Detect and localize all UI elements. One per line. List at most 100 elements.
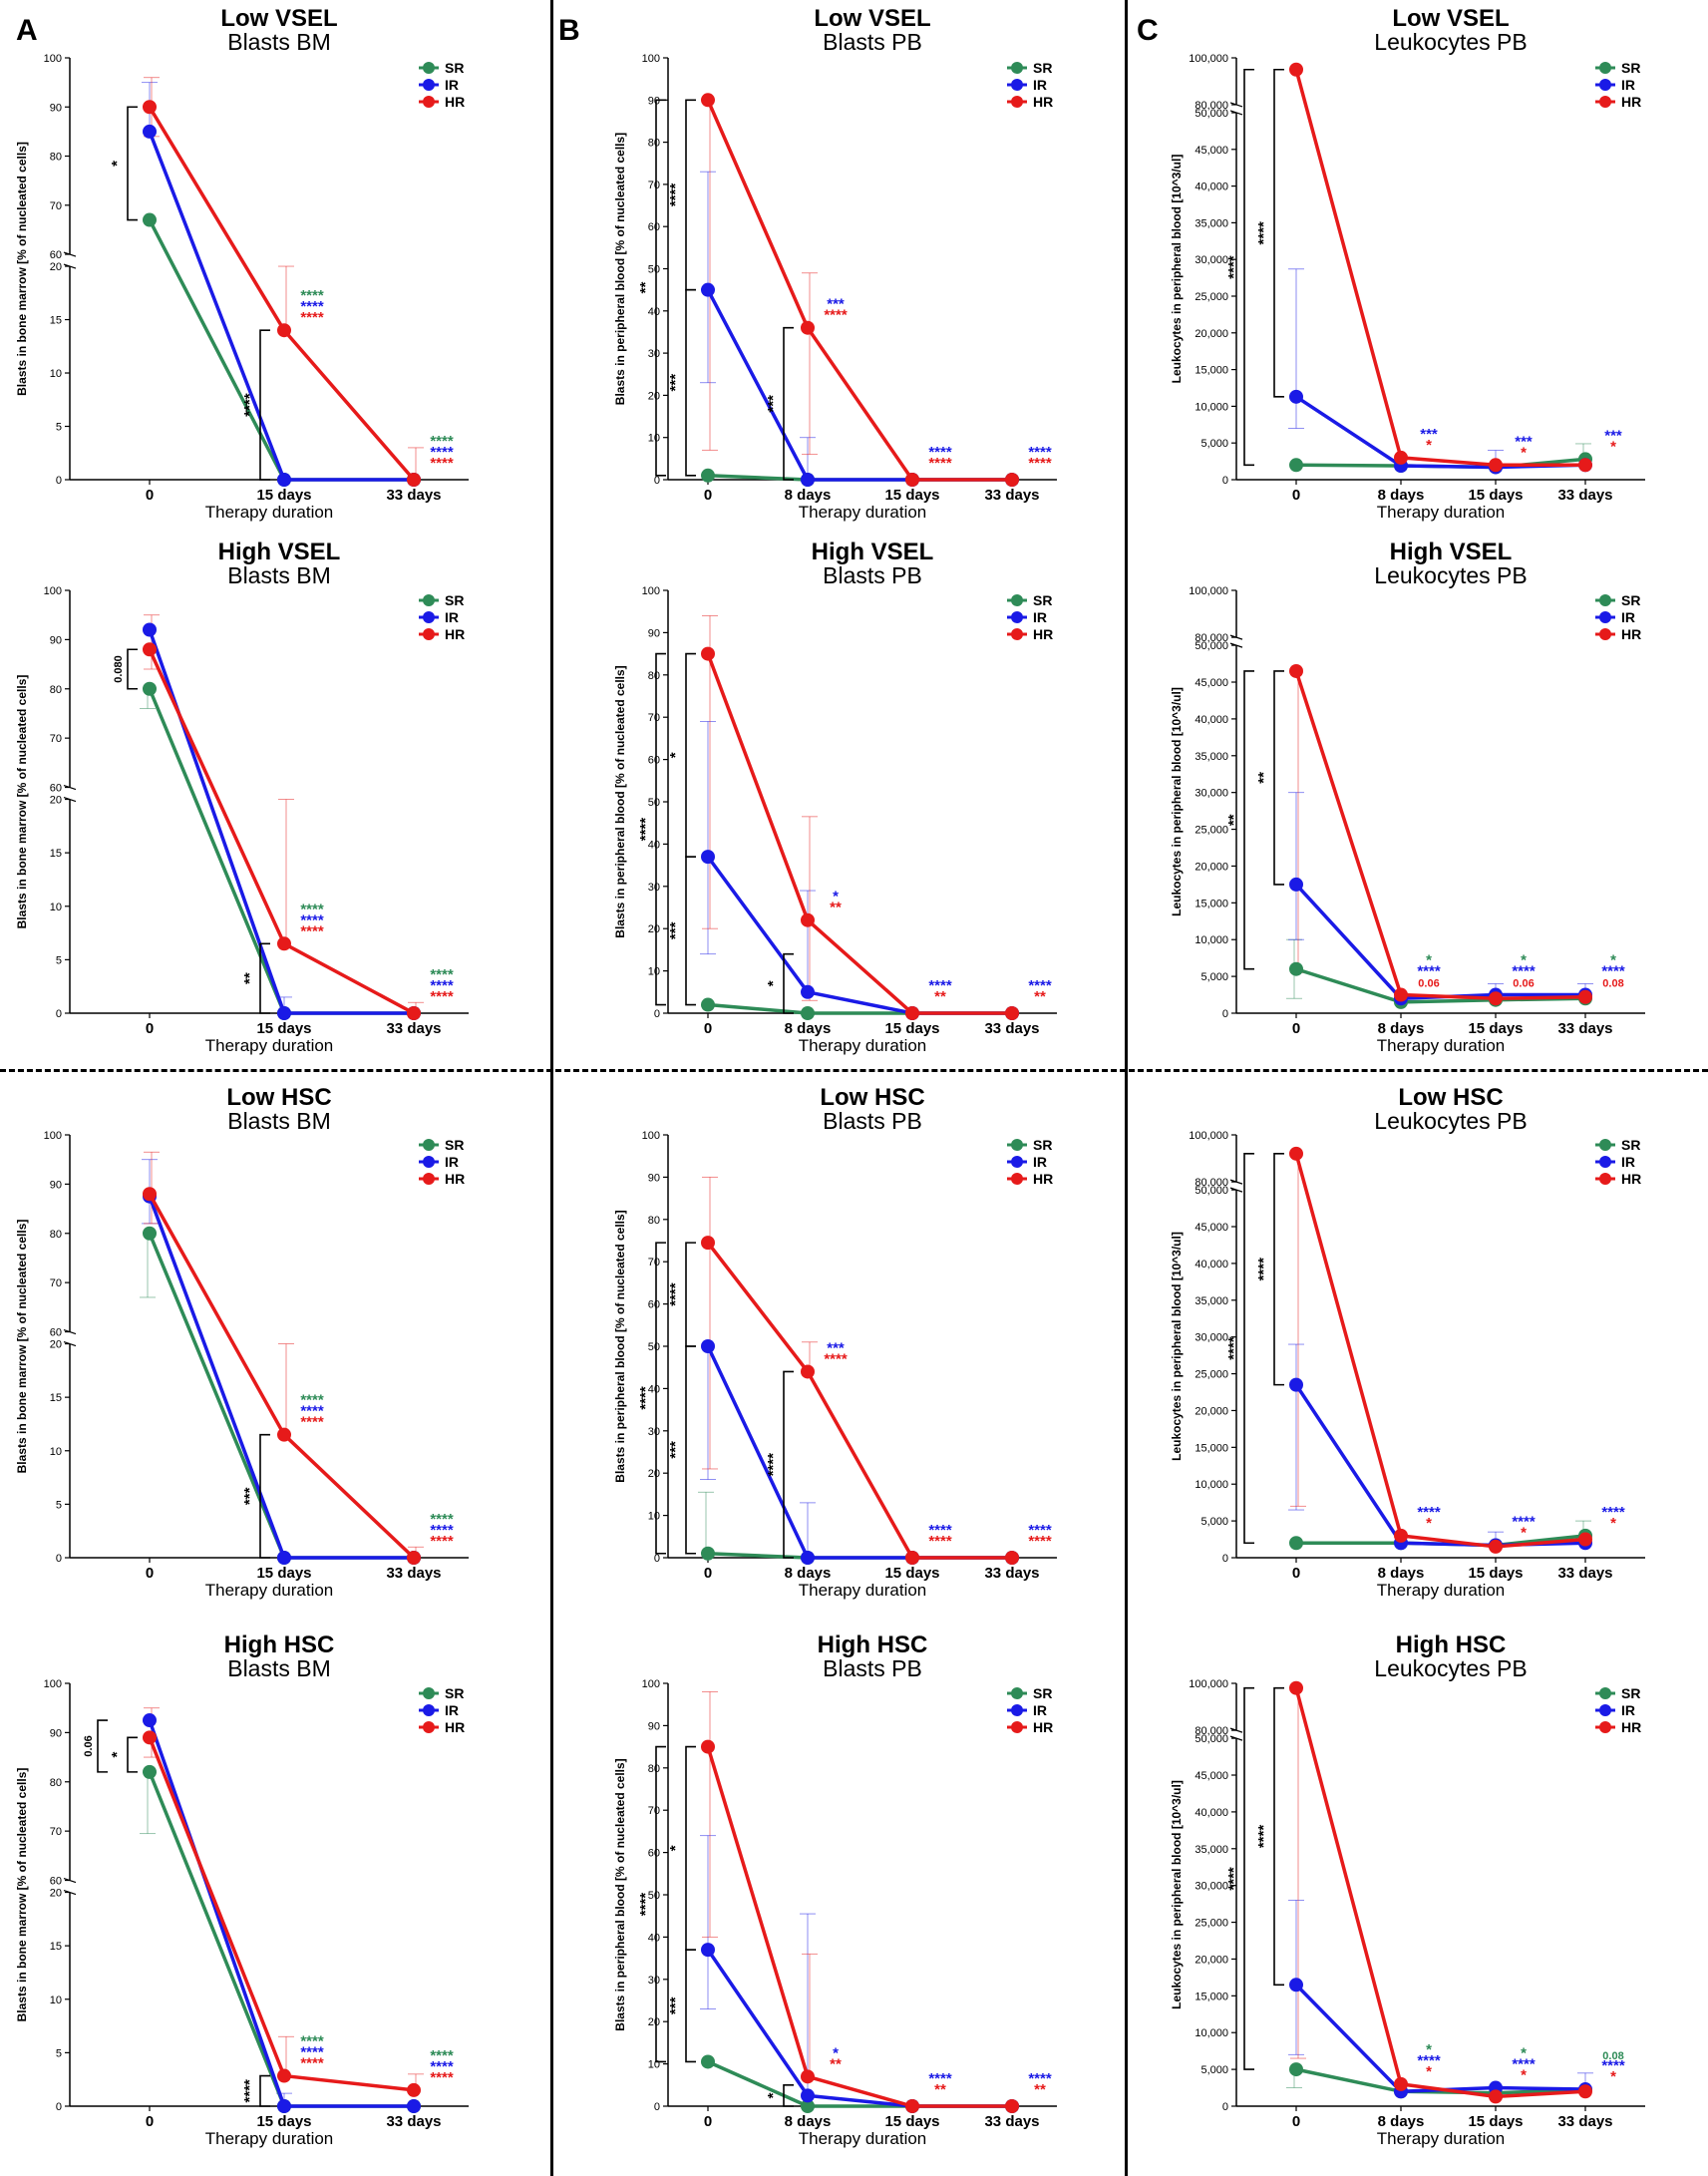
- y-tick-label: 20,000: [1195, 328, 1228, 340]
- y-tick-label: 20: [50, 1888, 62, 1900]
- y-axis-title: Leukocytes in peripheral blood [10^3/ul]: [1170, 687, 1184, 916]
- significance-label: ****: [300, 298, 324, 315]
- data-point-ir: [143, 124, 157, 139]
- y-tick-label: 100,000: [1189, 1678, 1228, 1690]
- data-point-ir: [277, 1006, 291, 1020]
- y-tick-label: 20: [648, 1468, 660, 1480]
- data-point-ir: [801, 1551, 815, 1565]
- significance-label: ****: [300, 1403, 324, 1420]
- y-axis-title: Blasts in bone marrow [% of nucleated ce…: [15, 675, 29, 929]
- data-point-hr: [1489, 1539, 1503, 1554]
- x-axis-title: Therapy duration: [205, 2129, 334, 2148]
- significance-label: ****: [824, 1350, 848, 1367]
- significance-label: ****: [1601, 963, 1625, 980]
- data-point-sr: [1289, 961, 1303, 976]
- y-tick-label: 80: [50, 1777, 62, 1789]
- y-tick-label: 60: [50, 783, 62, 795]
- data-point-sr: [143, 1226, 157, 1241]
- legend-label-sr: SR: [1033, 60, 1052, 76]
- legend-label-sr: SR: [1621, 1137, 1640, 1153]
- axis-break-mark: [1229, 110, 1243, 116]
- data-point-sr: [143, 212, 157, 227]
- y-tick-label: 10,000: [1195, 934, 1228, 946]
- y-axis-title: Blasts in bone marrow [% of nucleated ce…: [15, 1768, 29, 2022]
- legend-label-hr: HR: [1621, 1171, 1641, 1187]
- bracket-label: ***: [667, 921, 684, 939]
- y-tick-label: 80,000: [1195, 100, 1228, 112]
- significance-label: ****: [1417, 963, 1441, 980]
- y-tick-label: 20,000: [1195, 1405, 1228, 1417]
- data-point-sr: [143, 681, 157, 696]
- significance-bracket: [1243, 68, 1254, 467]
- bracket-label: ****: [1225, 1867, 1242, 1891]
- axis-break-mark: [1229, 1187, 1243, 1193]
- y-tick-label: 90: [50, 1179, 62, 1191]
- data-point-ir: [801, 984, 815, 999]
- significance-label: ***: [1420, 426, 1438, 443]
- significance-label: ****: [430, 2047, 454, 2064]
- series-line-hr: [706, 1242, 1012, 1560]
- axis-break-mark: [1229, 634, 1243, 640]
- y-tick-label: 20: [50, 795, 62, 807]
- data-point-hr: [1005, 2099, 1019, 2113]
- bracket-label: ****: [1255, 221, 1272, 245]
- bracket-label: *: [765, 980, 782, 986]
- series-line-hr: [1294, 1687, 1586, 2099]
- data-point-hr: [1289, 62, 1303, 77]
- significance-label: *: [1521, 2067, 1527, 2084]
- y-tick-label: 100: [44, 53, 62, 65]
- chart-title: Low HSC: [226, 1084, 331, 1111]
- y-tick-label: 60: [50, 1876, 62, 1888]
- series-line-hr: [706, 1746, 1012, 2108]
- series-line-hr: [706, 652, 1012, 1015]
- y-tick-label: 90: [648, 627, 660, 639]
- data-point-hr: [701, 1236, 715, 1251]
- series-line-ir: [148, 628, 414, 1015]
- significance-label: **: [830, 900, 842, 916]
- y-tick-label: 10,000: [1195, 1479, 1228, 1491]
- series-line-sr: [148, 1233, 414, 1560]
- y-tick-label: 80: [50, 152, 62, 164]
- significance-label: ****: [430, 444, 454, 461]
- data-point-sr: [1289, 458, 1303, 473]
- significance-bracket: [783, 1370, 794, 1559]
- legend-label-ir: IR: [1033, 1154, 1047, 1170]
- data-point-hr: [277, 1427, 291, 1442]
- y-tick-label: 70: [50, 200, 62, 212]
- significance-label: ****: [300, 2055, 324, 2072]
- data-point-hr: [1289, 663, 1303, 678]
- y-tick-label: 0: [1222, 475, 1228, 487]
- data-point-hr: [905, 1006, 919, 1020]
- bracket-label: **: [1225, 814, 1242, 826]
- bracket-label: ***: [667, 374, 684, 392]
- y-tick-label: 10: [50, 1446, 62, 1458]
- y-tick-label: 90: [648, 1720, 660, 1732]
- y-tick-label: 45,000: [1195, 1770, 1228, 1782]
- x-tick-label: 8 days: [1378, 1565, 1425, 1582]
- significance-label: ****: [430, 977, 454, 994]
- significance-label: ****: [1028, 977, 1052, 994]
- y-tick-label: 60: [648, 1848, 660, 1860]
- bracket-label: ****: [1225, 255, 1242, 279]
- y-tick-label: 50,000: [1195, 108, 1228, 120]
- y-tick-label: 80: [648, 1215, 660, 1227]
- data-point-hr: [143, 1730, 157, 1745]
- data-point-sr: [701, 1546, 715, 1561]
- chart-subtitle: Leukocytes PB: [1374, 1655, 1527, 1681]
- significance-label: ****: [300, 911, 324, 928]
- series-line-hr: [1294, 69, 1585, 468]
- legend-label-hr: HR: [1033, 94, 1053, 110]
- x-tick-label: 15 days: [884, 2113, 939, 2130]
- y-tick-label: 50: [648, 264, 660, 276]
- y-tick-label: 20,000: [1195, 861, 1228, 873]
- y-tick-label: 30,000: [1195, 1332, 1228, 1344]
- significance-label: ****: [430, 1533, 454, 1550]
- x-tick-label: 0: [146, 2113, 154, 2130]
- x-axis-title: Therapy duration: [799, 1036, 927, 1055]
- y-axis-title: Blasts in peripheral blood [% of nucleat…: [613, 133, 627, 405]
- significance-label: *: [1426, 2063, 1432, 2080]
